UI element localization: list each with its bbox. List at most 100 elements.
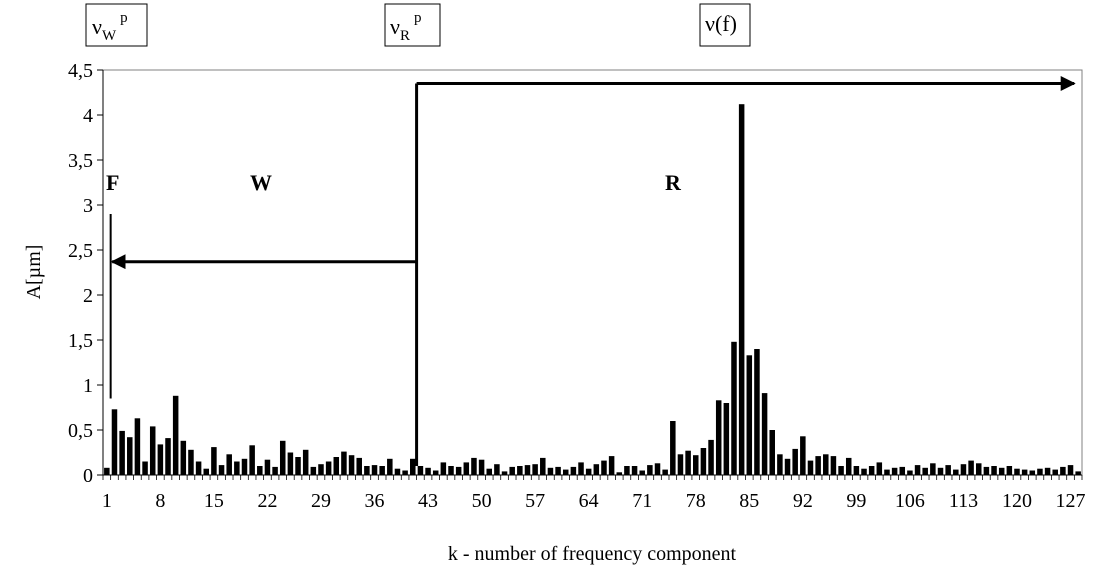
bar-k-103: [884, 469, 890, 475]
bar-k-124: [1044, 467, 1051, 475]
x-tick-label: 36: [365, 490, 385, 512]
bar-k-28: [310, 466, 317, 475]
bar-k-102: [876, 462, 883, 475]
bar-k-16: [218, 465, 225, 475]
x-axis-title: k - number of frequency component: [448, 543, 737, 565]
bar-k-19: [241, 458, 248, 475]
bar-k-13: [195, 461, 202, 475]
bar-k-86: [754, 349, 760, 475]
bar-k-32: [341, 451, 347, 475]
marker-vf: ν(f): [699, 3, 751, 47]
y-tick-label: 2,5: [68, 240, 93, 262]
bar-k-20: [249, 445, 255, 475]
bar-k-53: [501, 471, 508, 475]
region-label-f: F: [106, 170, 119, 195]
bar-k-2: [111, 409, 118, 475]
bar-k-30: [325, 461, 332, 475]
bar-k-60: [555, 466, 561, 475]
bar-k-127: [1067, 465, 1074, 475]
bar-k-125: [1052, 469, 1058, 475]
bar-k-6: [142, 461, 148, 475]
marker-vw-p: νWp: [85, 3, 148, 47]
bar-k-96: [830, 456, 837, 475]
bar-k-10: [172, 395, 179, 475]
bar-k-31: [333, 457, 340, 475]
bar-k-111: [945, 465, 951, 475]
marker-vw-p-box: [85, 3, 148, 47]
bar-k-43: [425, 467, 431, 475]
bar-k-85: [746, 355, 753, 475]
bar-k-49: [471, 457, 477, 475]
marker-vr-p-base: ν: [390, 14, 400, 39]
bar-k-41: [410, 458, 416, 475]
x-tick-label: 22: [257, 490, 277, 512]
bar-k-27: [302, 449, 309, 475]
bar-k-99: [853, 466, 860, 475]
marker-vr-p-sub: R: [400, 28, 410, 44]
marker-vr-p: νRp: [384, 3, 441, 47]
bar-k-51: [486, 468, 492, 475]
svg-text:νWp: νWp: [92, 10, 128, 44]
region-label-w: W: [250, 170, 272, 195]
bar-k-128: [1075, 471, 1081, 475]
bar-k-119: [1006, 466, 1013, 475]
bar-k-24: [279, 440, 286, 475]
bar-k-82: [723, 403, 730, 475]
bar-k-93: [807, 460, 814, 475]
marker-vf-label: ν(f): [705, 11, 737, 36]
y-tick-label: 0,5: [68, 420, 93, 442]
y-tick-label: 2: [83, 285, 93, 307]
bar-k-83: [731, 341, 737, 475]
bar-k-81: [715, 400, 722, 475]
bar-k-33: [348, 455, 355, 475]
bar-k-12: [188, 449, 194, 475]
y-tick-label: 4: [83, 105, 93, 127]
bar-k-123: [1037, 468, 1043, 475]
bar-k-114: [968, 460, 974, 475]
bar-k-65: [593, 464, 600, 475]
marker-vw-p-base: ν: [92, 14, 102, 39]
bar-k-56: [524, 465, 531, 475]
bar-k-37: [379, 466, 385, 475]
bar-k-50: [478, 459, 485, 475]
x-tick-label: 1: [102, 490, 112, 512]
bar-k-90: [784, 458, 791, 475]
y-axis: 0 0,5 1 1,5 2 2,5 3 3,5 4 4,5: [68, 60, 103, 487]
bar-k-35: [364, 466, 370, 475]
bar-k-66: [601, 460, 607, 475]
bar-k-88: [769, 430, 775, 475]
y-tick-label: 0: [83, 465, 93, 487]
bar-k-61: [562, 469, 569, 475]
x-tick-label: 85: [739, 490, 759, 512]
bar-k-79: [700, 448, 707, 475]
bar-k-78: [693, 455, 699, 475]
region-label-r: R: [665, 170, 682, 195]
bar-k-92: [800, 436, 806, 475]
bar-k-72: [647, 465, 653, 475]
bar-series: [104, 104, 1081, 475]
y-tick-label: 1: [83, 375, 93, 397]
bar-k-74: [662, 469, 668, 475]
bar-k-47: [455, 466, 462, 475]
x-tick-label: 64: [579, 490, 599, 512]
x-tick-label: 8: [155, 490, 165, 512]
bar-k-64: [585, 468, 592, 475]
bar-k-59: [547, 467, 554, 475]
bar-k-52: [494, 464, 500, 475]
x-tick-label: 43: [418, 490, 438, 512]
x-axis: 1 8 15 22 29 36 43 50 57 64 71 78 85 92 99 106 113 120 127: [102, 475, 1086, 512]
marker-vw-p-sub: W: [102, 28, 117, 44]
bar-k-34: [356, 457, 362, 475]
bar-k-22: [264, 459, 271, 475]
bar-k-89: [777, 454, 783, 475]
bar-k-44: [432, 470, 439, 475]
bar-k-105: [899, 466, 906, 475]
bar-k-57: [532, 464, 538, 475]
bar-k-117: [991, 466, 997, 475]
bar-k-115: [975, 463, 982, 475]
marker-vw-p-sup: p: [120, 10, 128, 26]
bar-k-36: [371, 465, 378, 475]
bar-k-23: [272, 466, 278, 475]
bar-k-1: [104, 467, 110, 475]
bar-k-73: [654, 463, 661, 475]
